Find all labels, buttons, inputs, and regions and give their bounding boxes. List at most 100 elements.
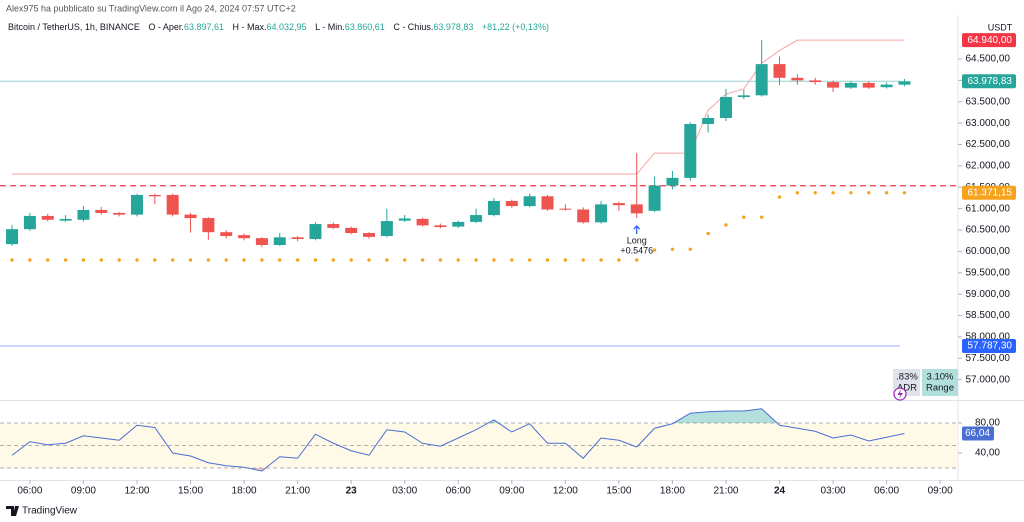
legend-value: 63.978,83 bbox=[433, 22, 473, 32]
psar-dot bbox=[81, 258, 86, 262]
candle-body bbox=[470, 215, 483, 222]
x-tick-label: 21:00 bbox=[285, 486, 310, 497]
psar-dot bbox=[795, 191, 800, 195]
x-tick-label: 18:00 bbox=[660, 486, 685, 497]
x-tick-label: 21:00 bbox=[713, 486, 738, 497]
candle-body bbox=[898, 81, 911, 85]
psar-dot bbox=[135, 258, 139, 262]
candle-body bbox=[184, 214, 197, 219]
psar-dot bbox=[902, 191, 907, 195]
footer-text: TradingView bbox=[22, 506, 78, 517]
candle-body bbox=[148, 194, 161, 197]
candle-body bbox=[523, 196, 536, 207]
psar-dot bbox=[474, 258, 478, 262]
psar-dot bbox=[706, 231, 710, 236]
psar-dot bbox=[617, 258, 621, 262]
y-tick-label: 60.500,00 bbox=[966, 225, 1011, 236]
footer-logo: TradingView bbox=[6, 506, 78, 517]
signal-arrow bbox=[633, 225, 641, 235]
x-tick-label: 09:00 bbox=[71, 486, 96, 497]
y-tick-label: 59.500,00 bbox=[966, 267, 1011, 278]
psar-dot bbox=[349, 258, 353, 262]
candle-body bbox=[273, 237, 286, 245]
candle-body bbox=[416, 218, 429, 226]
psar-dot bbox=[63, 258, 68, 262]
alert-icon-bolt bbox=[897, 389, 903, 399]
psar-dot bbox=[884, 191, 889, 195]
candle-body bbox=[41, 215, 54, 220]
psar-dot bbox=[635, 258, 639, 262]
candle-body bbox=[77, 209, 90, 220]
y-tick-label: 62.500,00 bbox=[966, 139, 1011, 150]
y-tick-label: 60.000,00 bbox=[966, 246, 1011, 257]
psar-dot bbox=[46, 258, 50, 262]
legend-key: C - Chius. bbox=[393, 22, 433, 32]
psar-dot bbox=[385, 258, 389, 262]
currency: USDT bbox=[988, 22, 1013, 32]
psar-dot bbox=[831, 191, 835, 195]
candle-body bbox=[577, 209, 590, 223]
legend-change: +81,22 (+0,13%) bbox=[482, 22, 549, 32]
y-tick-label: 64.500,00 bbox=[966, 54, 1011, 65]
x-tick-label: 06:00 bbox=[874, 486, 899, 497]
signal-detail: +0.5476 bbox=[620, 245, 653, 255]
candle-body bbox=[380, 221, 393, 237]
rsi-label: 66,04 bbox=[965, 428, 990, 439]
candle-body bbox=[702, 118, 715, 124]
candle-body bbox=[487, 200, 500, 216]
legend-value: 63.897,61 bbox=[184, 22, 224, 32]
candle-body bbox=[309, 224, 322, 240]
candle-body bbox=[648, 185, 661, 211]
psar-dot bbox=[813, 191, 817, 195]
price-label: 57.787,30 bbox=[968, 341, 1013, 352]
price-label: 63.978,83 bbox=[968, 76, 1013, 87]
candle-body bbox=[630, 204, 643, 214]
candle-body bbox=[666, 177, 679, 186]
x-tick-label: 06:00 bbox=[446, 486, 471, 497]
y-tick-label: 62.000,00 bbox=[966, 161, 1011, 172]
y-tick-label: 80,00 bbox=[975, 418, 1000, 429]
legend-key: H - Max. bbox=[233, 22, 267, 32]
candle-body bbox=[238, 235, 251, 239]
x-tick-label: 06:00 bbox=[17, 486, 42, 497]
psar-dot bbox=[367, 258, 371, 262]
psar-dot bbox=[403, 258, 407, 262]
psar-dot bbox=[742, 215, 746, 219]
candle-body bbox=[595, 204, 608, 223]
psar-dot bbox=[170, 258, 175, 262]
psar-dot bbox=[652, 248, 657, 252]
legend-value: 64.032,95 bbox=[267, 22, 307, 32]
price-label-box bbox=[962, 33, 1016, 48]
legend-value: 63.860,61 bbox=[345, 22, 385, 32]
y-tick-label: 63.000,00 bbox=[966, 118, 1011, 129]
rsi-label-box bbox=[962, 426, 994, 441]
stat-value: .83% bbox=[896, 372, 918, 383]
psar-dot bbox=[563, 258, 568, 262]
rsi-line bbox=[11, 408, 905, 472]
candle-body bbox=[809, 80, 822, 83]
candle-body bbox=[755, 64, 768, 96]
candle-body bbox=[791, 77, 804, 81]
candle-body bbox=[719, 97, 732, 119]
stat-value: 3.10% bbox=[927, 372, 954, 383]
psar-dot bbox=[188, 258, 193, 262]
psar-dot bbox=[420, 258, 425, 262]
psar-dot bbox=[670, 247, 675, 251]
y-tick-label: 57.500,00 bbox=[966, 353, 1011, 364]
y-tick-label: 40,00 bbox=[975, 448, 1000, 459]
candle-body bbox=[827, 82, 840, 88]
psar-dot bbox=[278, 258, 282, 262]
psar-dot bbox=[313, 258, 318, 262]
psar-dot bbox=[581, 258, 585, 262]
candle-body bbox=[255, 238, 268, 245]
candle-body bbox=[291, 237, 304, 240]
price-label: 64.940,00 bbox=[968, 35, 1013, 46]
psar-dot bbox=[331, 258, 336, 262]
candle-body bbox=[130, 194, 143, 215]
psar-dot bbox=[295, 258, 300, 262]
psar-dot bbox=[224, 258, 228, 262]
psar-dot bbox=[260, 258, 264, 262]
x-tick-label: 03:00 bbox=[392, 486, 417, 497]
psar-dot bbox=[759, 215, 764, 219]
candle-body bbox=[737, 95, 750, 98]
